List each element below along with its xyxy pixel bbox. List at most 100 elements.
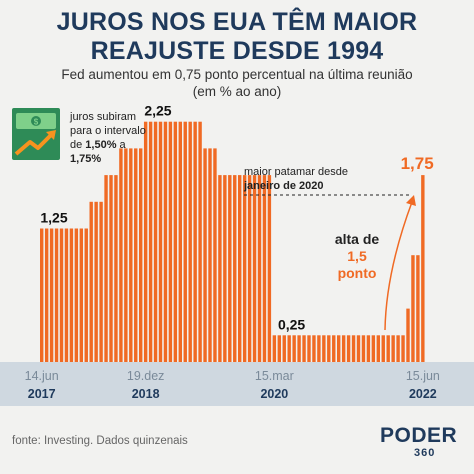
- bar: [406, 308, 410, 362]
- x-tick-year: 2017: [28, 387, 56, 401]
- bar: [213, 148, 217, 362]
- callout-rise-line-3: ponto: [337, 265, 377, 281]
- bar: [208, 148, 212, 362]
- bar: [109, 175, 113, 362]
- value-labels: 1,25 2,25 0,25 1,75: [40, 103, 433, 333]
- bar: [114, 175, 118, 362]
- bar: [297, 335, 301, 362]
- x-axis-band: [0, 362, 474, 406]
- rate-note-a: a: [116, 139, 126, 151]
- bar: [49, 228, 54, 362]
- bar: [59, 228, 64, 362]
- bar: [153, 121, 158, 362]
- bar: [307, 335, 311, 362]
- bar: [341, 335, 346, 362]
- bar: [129, 148, 133, 362]
- bar: [54, 228, 59, 362]
- callout-rise-line-1: alta de: [334, 231, 380, 247]
- bar: [267, 175, 272, 362]
- x-tick-date: 15.jun: [406, 369, 440, 383]
- rate-note: juros subiram para o intervalo de 1,50% …: [70, 110, 160, 166]
- bar: [203, 148, 207, 362]
- money-trend-icon: $: [12, 108, 60, 160]
- bar: [262, 175, 267, 362]
- callout-high-line-1: maior patamar desde: [244, 166, 348, 178]
- rate-note-line-4: 1,75%: [70, 152, 160, 166]
- bar: [124, 148, 128, 362]
- bar: [361, 335, 366, 362]
- bar: [94, 201, 98, 362]
- bar: [312, 335, 316, 362]
- bar: [416, 255, 420, 362]
- bar: [178, 121, 182, 362]
- bar: [292, 335, 296, 362]
- bar: [134, 148, 138, 362]
- bar: [139, 148, 143, 362]
- bar: [252, 175, 257, 362]
- bar: [277, 335, 281, 362]
- bar: [84, 228, 88, 362]
- bar: [327, 335, 331, 362]
- bar: [411, 255, 415, 362]
- bar: [89, 201, 93, 362]
- bar: [119, 148, 123, 362]
- callout-rise: alta de 1,5 ponto: [326, 231, 388, 282]
- bar: [183, 121, 187, 362]
- bar: [193, 121, 197, 362]
- x-tick-date: 19.dez: [127, 369, 165, 383]
- value-label: 2,25: [144, 103, 171, 119]
- bar: [366, 335, 371, 362]
- bar: [351, 335, 356, 362]
- x-tick-year: 2022: [409, 387, 437, 401]
- bar: [40, 228, 44, 362]
- x-axis-ticks: 14.jun 2017 19.dez 2018 15.mar 2020 15.jun 2022: [25, 369, 440, 401]
- bar: [233, 175, 237, 362]
- bar: [337, 335, 341, 362]
- bar: [198, 121, 202, 362]
- bar: [173, 121, 178, 362]
- bar: [371, 335, 376, 362]
- value-label: 0,25: [278, 316, 305, 332]
- bar: [421, 175, 425, 362]
- chart-subtitle: Fed aumentou em 0,75 ponto percentual na…: [0, 66, 474, 100]
- callout-rise-line-2: 1,5: [347, 248, 367, 264]
- rise-arrow-head: [406, 195, 416, 206]
- bar: [317, 335, 321, 362]
- bar: [158, 121, 163, 362]
- rate-note-high: 1,75%: [70, 153, 102, 165]
- bar: [282, 335, 286, 362]
- bar: [287, 335, 291, 362]
- x-tick-date: 15.mar: [255, 369, 294, 383]
- x-tick-year: 2020: [260, 387, 288, 401]
- bar: [79, 228, 83, 362]
- svg-text:$: $: [34, 118, 39, 127]
- bars-group: [40, 121, 425, 362]
- bar: [257, 175, 262, 362]
- bar: [376, 335, 380, 362]
- rate-note-line-1: juros subiram: [70, 111, 137, 123]
- bar: [168, 121, 173, 362]
- callout-high-line-2: janeiro de 2020: [244, 180, 324, 192]
- bar: [322, 335, 326, 362]
- x-tick-year: 2018: [132, 387, 160, 401]
- bar: [386, 335, 390, 362]
- value-label: 1,25: [40, 210, 67, 226]
- bar: [238, 175, 242, 362]
- bar: [401, 335, 405, 362]
- bar: [148, 121, 153, 362]
- title-line-1: JUROS NOS EUA TÊM MAIOR: [56, 8, 418, 36]
- rise-arrow-line: [384, 201, 413, 331]
- bar: [242, 175, 247, 362]
- bar: [74, 228, 79, 362]
- bar: [356, 335, 361, 362]
- bar: [188, 121, 192, 362]
- x-tick-date: 14.jun: [25, 369, 59, 383]
- rate-note-line-2: para o intervalo: [70, 125, 146, 137]
- value-label: 1,75: [401, 154, 434, 173]
- bar: [218, 175, 222, 362]
- bar: [247, 175, 252, 362]
- bar: [163, 121, 168, 362]
- bar: [396, 335, 400, 362]
- bar: [228, 175, 232, 362]
